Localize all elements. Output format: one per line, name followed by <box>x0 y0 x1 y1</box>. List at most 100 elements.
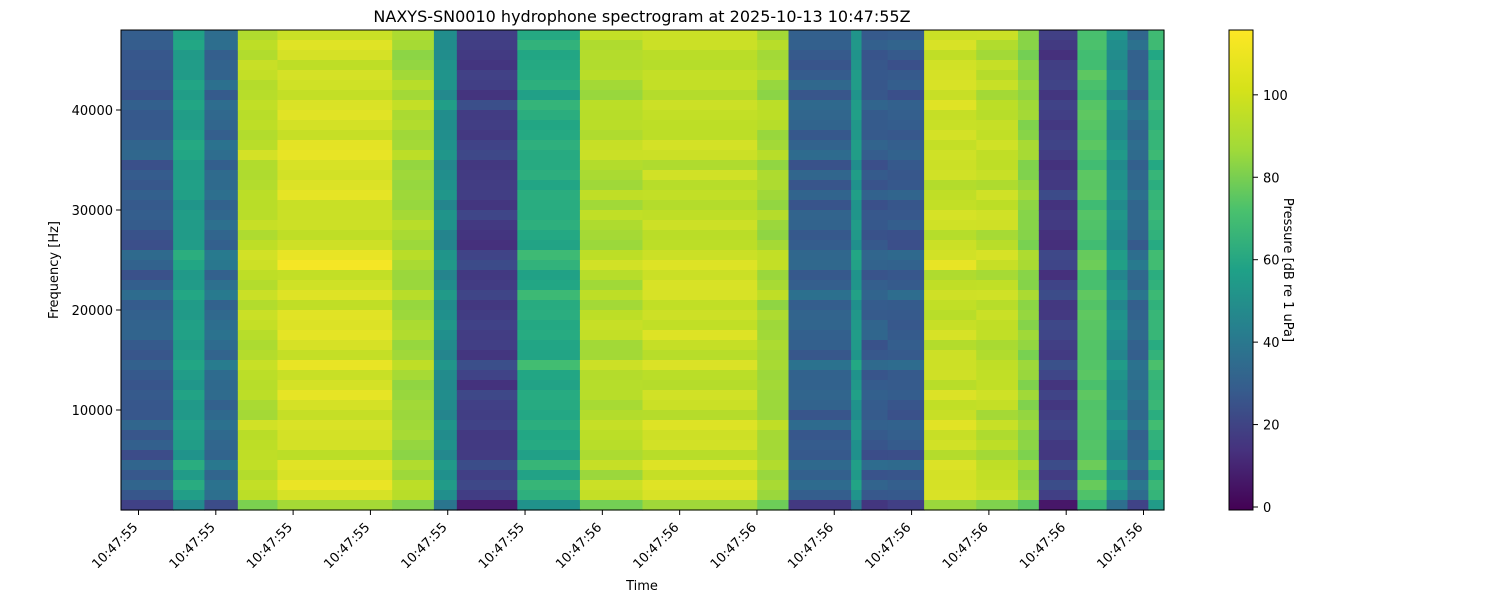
spectrogram-cell <box>887 190 925 201</box>
spectrogram-cell <box>392 60 435 71</box>
spectrogram-cell <box>1038 240 1079 251</box>
spectrogram-cell <box>433 440 458 451</box>
spectrogram-cell <box>392 370 435 381</box>
spectrogram-cell <box>1017 30 1040 41</box>
spectrogram-cell <box>433 220 458 231</box>
spectrogram-cell <box>1148 260 1165 271</box>
spectrogram-cell <box>1017 220 1040 231</box>
spectrogram-cell <box>757 500 790 511</box>
spectrogram-cell <box>1017 490 1040 501</box>
spectrogram-cell <box>204 450 239 461</box>
spectrogram-cell <box>456 180 518 191</box>
spectrogram-cell <box>757 390 790 401</box>
spectrogram-cell <box>887 490 925 501</box>
spectrogram-cell <box>1017 150 1040 161</box>
spectrogram-cell <box>1148 120 1165 131</box>
spectrogram-cell <box>788 380 852 391</box>
spectrogram-cell <box>1127 90 1149 101</box>
spectrogram-cell <box>757 370 790 381</box>
spectrogram-cell <box>173 300 206 311</box>
colorbar-tick-label: 80 <box>1263 171 1280 186</box>
spectrogram-cell <box>924 430 977 441</box>
spectrogram-cell <box>277 40 393 51</box>
spectrogram-cell <box>517 220 581 231</box>
spectrogram-cell <box>121 450 174 461</box>
spectrogram-cell <box>924 260 977 271</box>
spectrogram-cell <box>204 480 239 491</box>
spectrogram-cell <box>433 330 458 341</box>
spectrogram-cell <box>456 440 518 451</box>
spectrogram-cell <box>277 300 393 311</box>
spectrogram-cell <box>924 40 977 51</box>
spectrogram-cell <box>1148 70 1165 81</box>
spectrogram-cell <box>924 30 977 41</box>
spectrogram-cell <box>237 190 279 201</box>
spectrogram-cell <box>277 70 393 81</box>
spectrogram-cell <box>173 220 206 231</box>
spectrogram-cell <box>887 290 925 301</box>
spectrogram-cell <box>861 350 889 361</box>
spectrogram-cell <box>433 500 458 511</box>
spectrogram-cell <box>887 180 925 191</box>
spectrogram-cell <box>517 350 581 361</box>
spectrogram-cell <box>173 440 206 451</box>
spectrogram-cell <box>924 270 977 281</box>
spectrogram-cell <box>1106 190 1129 201</box>
spectrogram-cell <box>1038 360 1079 371</box>
spectrogram-cell <box>1106 340 1129 351</box>
spectrogram-cell <box>579 380 644 391</box>
spectrogram-cell <box>1106 240 1129 251</box>
spectrogram-cell <box>1077 470 1108 481</box>
spectrogram-cell <box>924 110 977 121</box>
spectrogram-cell <box>924 380 977 391</box>
spectrogram-cell <box>237 170 279 181</box>
spectrogram-cell <box>204 310 239 321</box>
spectrogram-cell <box>433 320 458 331</box>
spectrogram-cell <box>887 380 925 391</box>
spectrogram-cell <box>642 290 758 301</box>
spectrogram-cell <box>392 420 435 431</box>
spectrogram-cell <box>642 500 758 511</box>
spectrogram-cell <box>788 110 852 121</box>
spectrogram-cell <box>173 60 206 71</box>
spectrogram-cell <box>1038 200 1079 211</box>
spectrogram-cell <box>121 320 174 331</box>
spectrogram-cell <box>757 310 790 321</box>
spectrogram-cell <box>976 330 1019 341</box>
spectrogram-cell <box>392 90 435 101</box>
spectrogram-cell <box>1038 310 1079 321</box>
spectrogram-cell <box>173 190 206 201</box>
spectrogram-cell <box>1038 260 1079 271</box>
spectrogram-cell <box>1038 150 1079 161</box>
spectrogram-cell <box>788 300 852 311</box>
spectrogram-cell <box>757 440 790 451</box>
spectrogram-cell <box>1077 350 1108 361</box>
spectrogram-cell <box>579 110 644 121</box>
spectrogram-cell <box>392 70 435 81</box>
spectrogram-cell <box>757 230 790 241</box>
spectrogram-cell <box>642 250 758 261</box>
spectrogram-cell <box>204 180 239 191</box>
spectrogram-cell <box>277 210 393 221</box>
spectrogram-cell <box>642 400 758 411</box>
spectrogram-cell <box>237 370 279 381</box>
spectrogram-cell <box>642 310 758 321</box>
spectrogram-cell <box>392 490 435 501</box>
spectrogram-cell <box>277 90 393 101</box>
spectrogram-cell <box>642 110 758 121</box>
spectrogram-cell <box>1148 270 1165 281</box>
spectrogram-cell <box>121 160 174 171</box>
spectrogram-cell <box>1038 110 1079 121</box>
spectrogram-cell <box>517 250 581 261</box>
spectrogram-cell <box>392 200 435 211</box>
spectrogram-cell <box>173 470 206 481</box>
spectrogram-cell <box>579 60 644 71</box>
spectrogram-cell <box>392 120 435 131</box>
spectrogram-cell <box>173 210 206 221</box>
spectrogram-cell <box>1017 290 1040 301</box>
spectrogram-cell <box>1148 460 1165 471</box>
spectrogram-cell <box>204 400 239 411</box>
spectrogram-cell <box>277 60 393 71</box>
spectrogram-cell <box>1077 220 1108 231</box>
spectrogram-cell <box>204 430 239 441</box>
